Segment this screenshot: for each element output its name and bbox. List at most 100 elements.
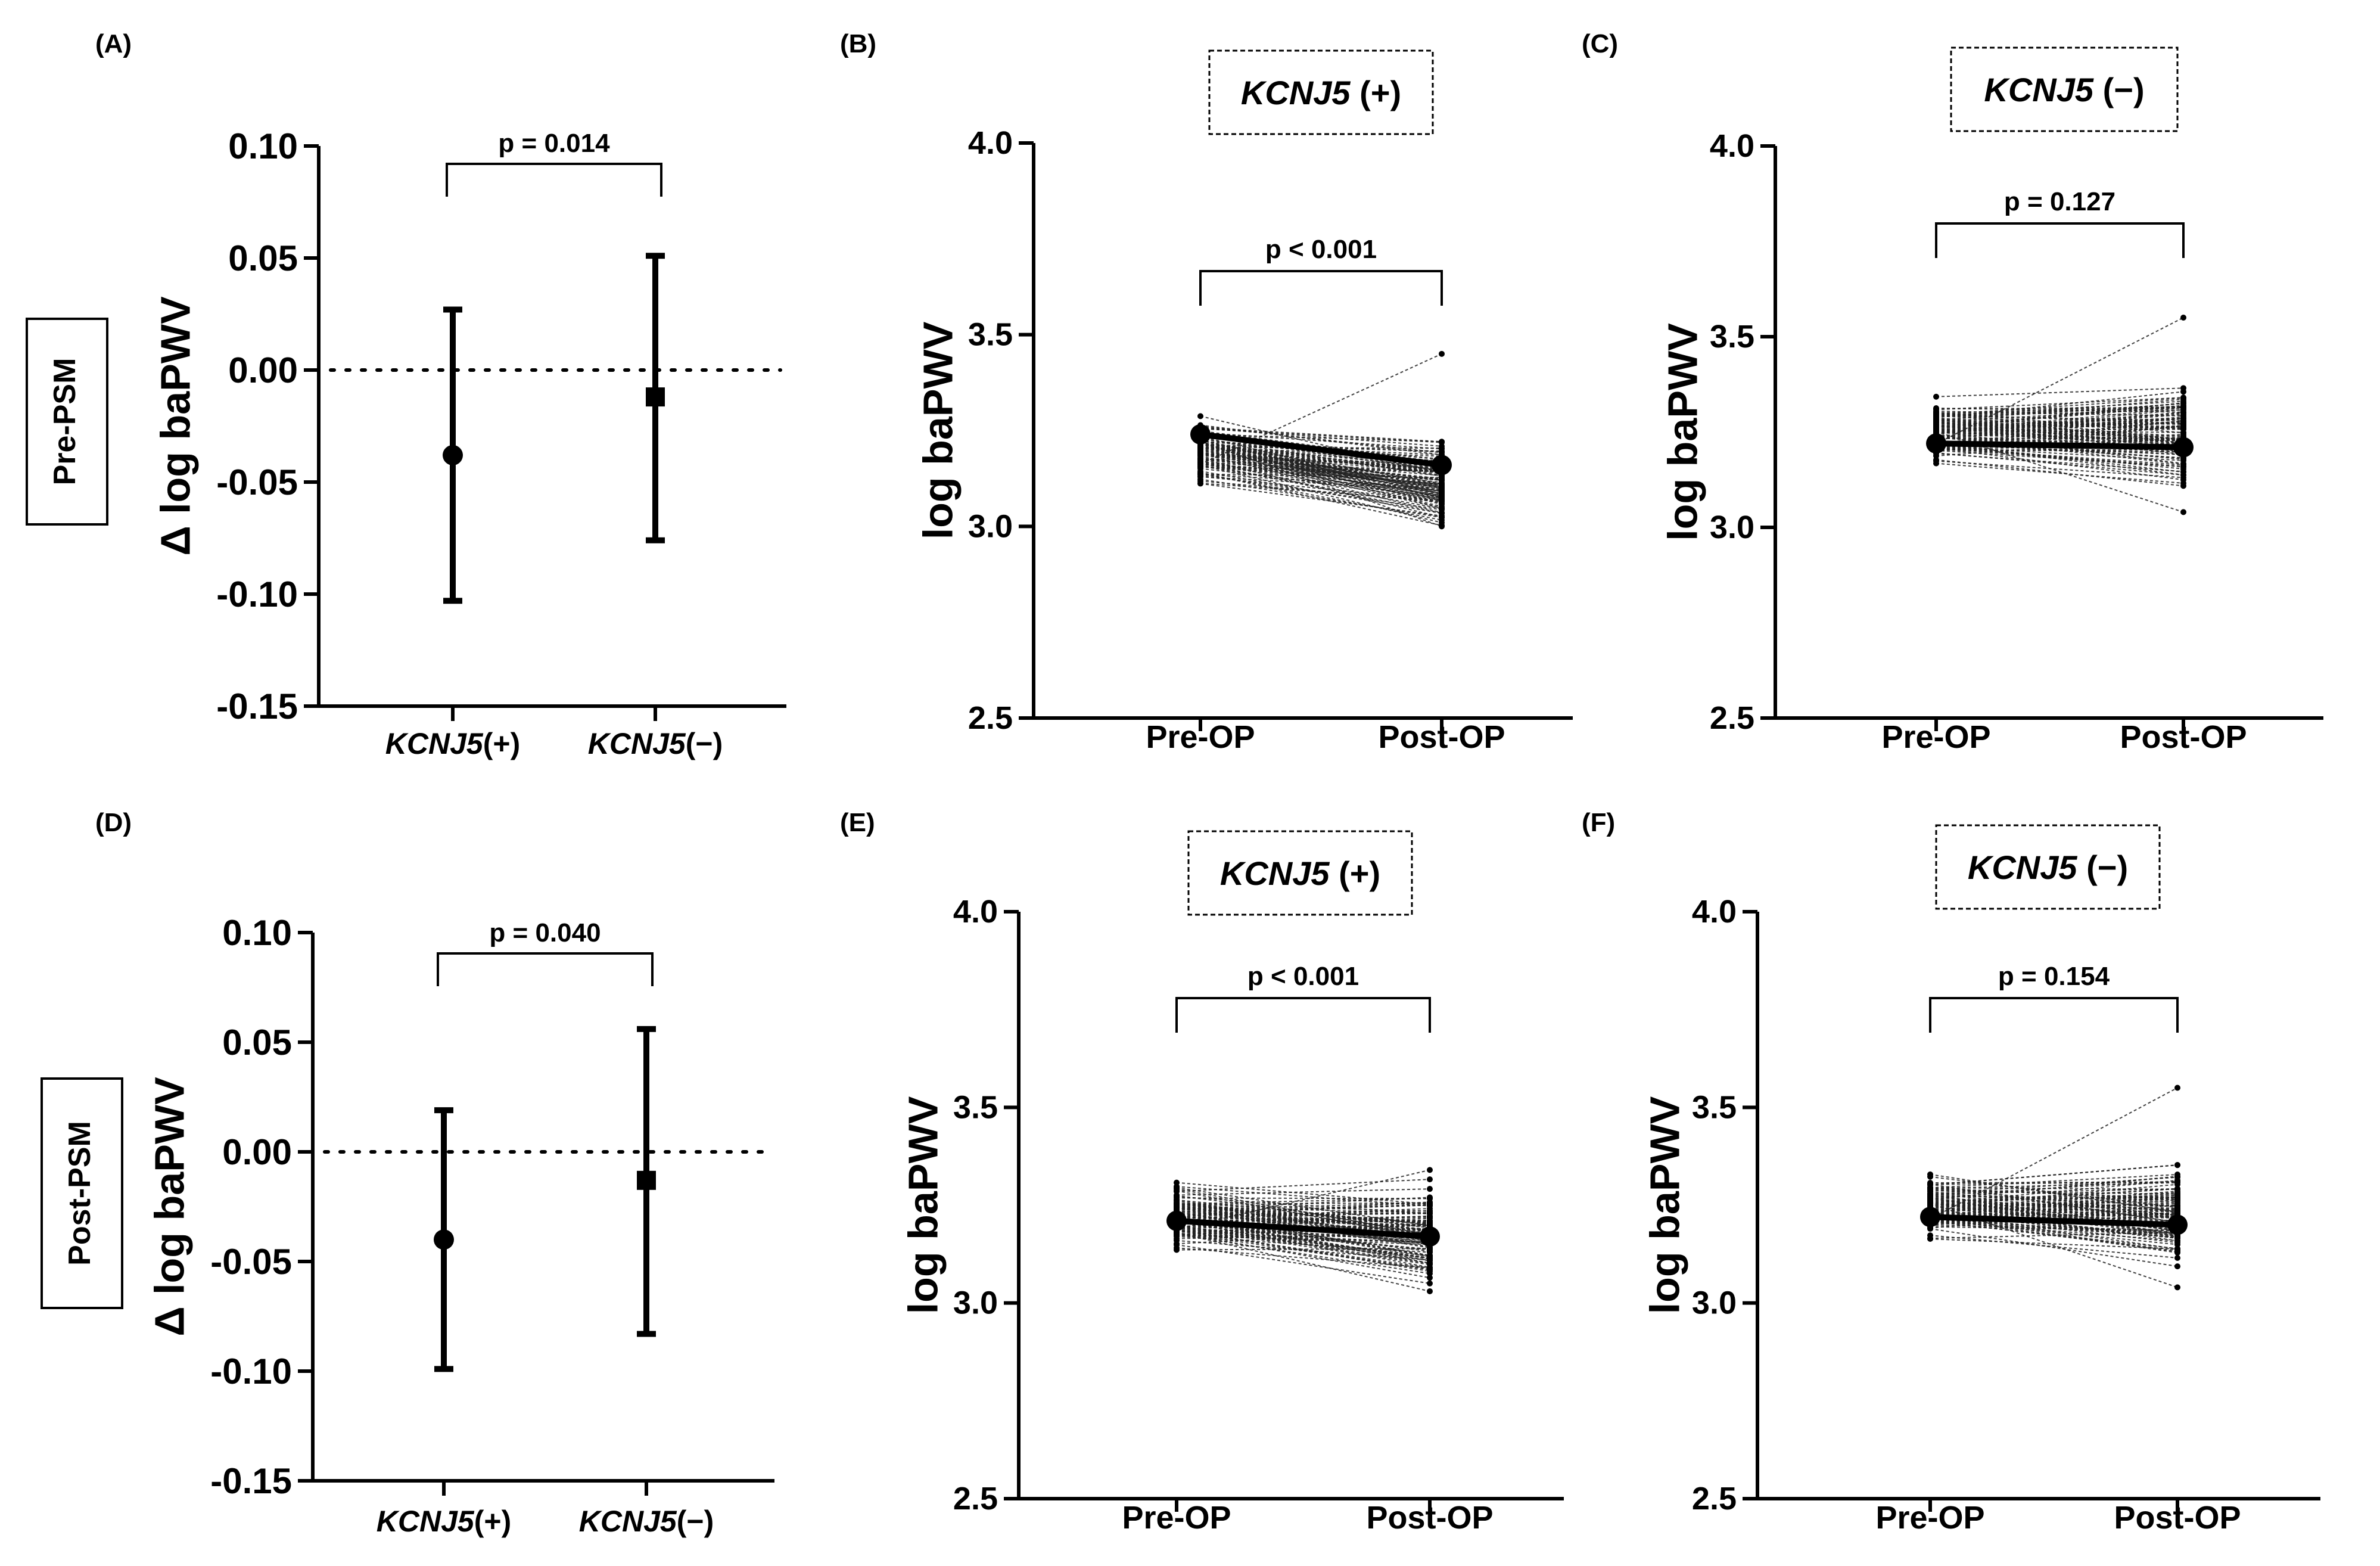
subject-line	[1176, 1234, 1430, 1238]
subject-line	[1930, 1183, 2178, 1223]
subject-line	[1936, 391, 2184, 418]
subject-line	[1930, 1220, 2178, 1238]
subject-line	[1936, 397, 2184, 411]
subject-point-post	[1427, 1270, 1433, 1277]
subject-line	[1936, 441, 2184, 459]
subject-point-post	[1439, 522, 1445, 529]
x-tick-label: KCNJ5(−)	[588, 727, 723, 760]
subject-line	[1176, 1224, 1430, 1236]
y-tick-label: 4.0	[968, 125, 1013, 161]
subject-line	[1176, 1190, 1430, 1239]
subject-line	[1200, 449, 1442, 507]
subject-point-post	[2180, 398, 2186, 405]
x-tick-label: Post-OP	[1366, 1500, 1493, 1536]
subject-point-post	[2180, 509, 2186, 515]
mean-point-pre	[1920, 1207, 1940, 1228]
mean-point-post	[1432, 455, 1452, 476]
subject-line	[1200, 464, 1442, 509]
subject-line	[1200, 480, 1442, 503]
p-value: p = 0.127	[2004, 187, 2115, 216]
subject-line	[1930, 1219, 2178, 1245]
subject-line	[1930, 1190, 2178, 1213]
subject-point-post	[1427, 1275, 1433, 1281]
y-tick-label: 2.5	[953, 1481, 998, 1517]
subject-line	[1936, 387, 2184, 397]
panel-e: (E) 4.0 3.5 3.0 2.5 log baPWV KCNJ5 (+) Pre-OP P…	[840, 808, 1564, 1536]
subject-point-post	[1427, 1176, 1433, 1183]
subject-line	[1176, 1202, 1430, 1205]
significance-bracket	[437, 952, 654, 986]
subject-line	[1200, 432, 1442, 450]
subject-line	[1936, 422, 2184, 430]
subject-point-post	[1427, 1253, 1433, 1260]
subject-line	[1200, 462, 1442, 514]
subject-point-pre	[1933, 393, 1939, 400]
subject-point-post	[1439, 350, 1445, 357]
subject-line	[1930, 1174, 2178, 1189]
subject-line	[1930, 1087, 2178, 1220]
subject-line	[1176, 1179, 1430, 1192]
subject-point-post	[2180, 474, 2186, 481]
y-tick-label: 0.00	[228, 350, 298, 390]
subject-line	[1200, 464, 1442, 524]
subject-point-post	[2180, 315, 2186, 321]
subject-line	[1936, 462, 2184, 484]
x-tick-label: KCNJ5(+)	[385, 727, 520, 760]
subject-point-pre	[1197, 471, 1203, 477]
subject-line	[1930, 1214, 2178, 1253]
mean-point	[443, 445, 463, 465]
subject-line	[1930, 1219, 2178, 1234]
subject-line	[1930, 1164, 2178, 1186]
y-tick-label: -0.10	[210, 1351, 292, 1391]
subject-line	[1176, 1203, 1430, 1216]
y-axis-label: log baPWV	[1659, 323, 1706, 541]
subject-line	[1200, 439, 1442, 492]
subject-line	[1930, 1203, 2178, 1211]
subject-line	[1200, 466, 1442, 484]
subject-point-post	[2174, 1263, 2180, 1270]
chart-title: KCNJ5 (−)	[1968, 849, 2128, 886]
mean-line	[1930, 1214, 2178, 1228]
subject-line	[1930, 1176, 2178, 1195]
y-tick-label: 3.5	[953, 1089, 998, 1125]
panel-a: (A) 0.10 0.05 0.00 -0.05 -0.10 -0.15 Δ log baPW…	[26, 29, 786, 760]
subject-line	[1200, 461, 1442, 481]
mean-line	[1200, 431, 1442, 468]
errorbar-kcnj5-negative	[637, 1026, 656, 1337]
subject-lines	[1927, 1085, 2180, 1291]
subject-line	[1936, 407, 2184, 422]
subject-point-post	[1439, 510, 1445, 517]
subject-point-pre	[1927, 1188, 1933, 1195]
subject-line	[1176, 1206, 1430, 1223]
subject-point-post	[2180, 464, 2186, 470]
subject-point-post	[2174, 1200, 2180, 1207]
subject-line	[1936, 419, 2184, 449]
subject-line	[1176, 1196, 1430, 1214]
subject-line	[1936, 425, 2184, 452]
subject-point-pre	[1933, 419, 1939, 425]
subject-line	[1200, 482, 1442, 502]
subject-line	[1176, 1202, 1430, 1211]
subject-line	[1200, 472, 1442, 526]
panel-label: (D)	[95, 808, 132, 837]
y-tick-label: -0.10	[216, 574, 298, 614]
subject-point-post	[1439, 474, 1445, 481]
subject-line	[1176, 1188, 1430, 1196]
significance-bracket	[446, 163, 662, 197]
mean-point-pre	[1926, 433, 1946, 454]
subject-line	[1200, 439, 1442, 467]
subject-point-post	[1427, 1280, 1433, 1287]
subject-line	[1200, 454, 1442, 470]
subject-point-post	[1427, 1194, 1433, 1201]
panel-label: (A)	[95, 29, 132, 58]
subject-point-pre	[1197, 413, 1203, 420]
x-tick-label: KCNJ5(+)	[377, 1505, 511, 1538]
subject-line	[1200, 473, 1442, 479]
subject-line	[1936, 317, 2184, 445]
subject-point-post	[2180, 389, 2186, 395]
panel-c: (C) 4.0 3.5 3.0 2.5 log baPWV KCNJ5 (−) Pre-OP P…	[1582, 29, 2323, 755]
subject-point-pre	[1927, 1201, 1933, 1207]
subject-point-post	[2174, 1173, 2180, 1180]
mean-point-post	[2167, 1214, 2188, 1235]
